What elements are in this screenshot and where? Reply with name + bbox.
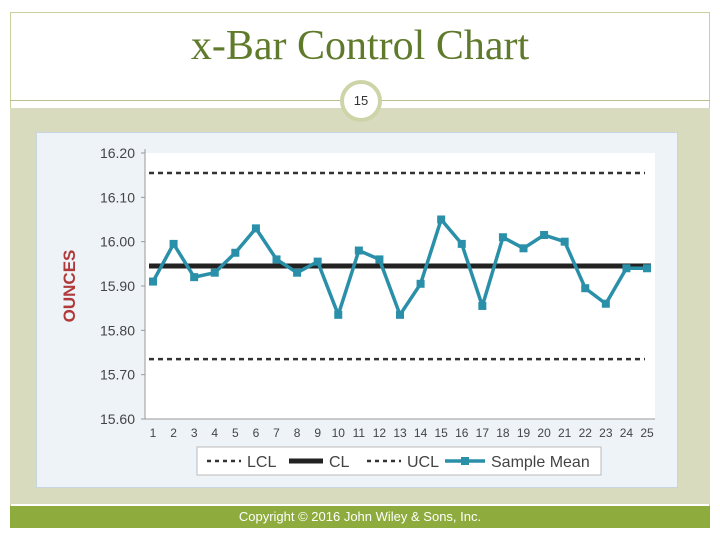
- sample-mean-point: [601, 299, 610, 308]
- legend-label: CL: [329, 454, 350, 471]
- sample-mean-point: [272, 255, 281, 264]
- page-number-badge: 15: [340, 80, 382, 122]
- sample-mean-point: [354, 246, 363, 255]
- y-tick-label: 15.60: [100, 411, 135, 427]
- x-tick-label: 16: [455, 426, 469, 440]
- x-tick-label: 12: [373, 426, 387, 440]
- plot-area: [145, 153, 655, 419]
- x-tick-label: 2: [170, 426, 177, 440]
- legend-item: LCL: [207, 454, 276, 471]
- sample-mean-point: [334, 310, 343, 319]
- x-tick-label: 6: [253, 426, 260, 440]
- x-tick-label: 23: [599, 426, 613, 440]
- x-tick-label: 22: [579, 426, 593, 440]
- control-chart: 16.20 16.10 16.00 15.90 15.80 15.70 15.60 OUNCE…: [60, 145, 655, 476]
- footer-copyright: Copyright © 2016 John Wiley & Sons, Inc.: [238, 509, 482, 524]
- x-tick-label: 10: [332, 426, 346, 440]
- y-tick-label: 16.10: [100, 189, 135, 205]
- sample-mean-point: [437, 215, 446, 224]
- x-tick-label: 3: [191, 426, 198, 440]
- y-tick-label: 16.20: [100, 145, 135, 161]
- x-tick-label: 14: [414, 426, 428, 440]
- x-tick-label: 4: [211, 426, 218, 440]
- sample-mean-point: [396, 310, 404, 319]
- legend-swatch-marker: [461, 457, 469, 465]
- x-tick-label: 24: [620, 426, 634, 440]
- sample-mean-point: [210, 268, 219, 277]
- x-tick-label: 13: [393, 426, 407, 440]
- x-tick-label: 15: [434, 426, 448, 440]
- y-tick-label: 15.70: [100, 367, 135, 383]
- legend: LCL CL UCL Sample Mean: [196, 446, 602, 476]
- x-tick-label: 9: [314, 426, 321, 440]
- sample-mean-point: [375, 255, 384, 264]
- sample-mean-point: [581, 284, 590, 293]
- x-tick-label: 21: [558, 426, 572, 440]
- legend-label: LCL: [247, 454, 276, 471]
- x-tick-label: 17: [476, 426, 490, 440]
- footer-bar: [10, 506, 710, 528]
- sample-mean-point: [457, 239, 466, 248]
- x-tick-label: 11: [353, 426, 366, 440]
- x-tick-label: 1: [150, 426, 157, 440]
- legend-label: Sample Mean: [491, 454, 590, 471]
- sample-mean-point: [231, 248, 240, 257]
- x-tick-label: 5: [232, 426, 239, 440]
- x-tick-label: 18: [496, 426, 510, 440]
- legend-label: UCL: [407, 454, 439, 471]
- x-tick-label: 7: [273, 426, 280, 440]
- x-tick-label: 25: [640, 426, 654, 440]
- sample-mean-point: [169, 239, 178, 248]
- y-axis-label: OUNCES: [60, 250, 79, 323]
- sample-mean-point: [251, 224, 260, 233]
- sample-mean-point: [519, 244, 528, 253]
- sample-mean-point: [540, 231, 549, 240]
- sample-mean-point: [622, 264, 631, 273]
- legend-item: CL: [289, 454, 350, 471]
- x-tick-label: 20: [537, 426, 551, 440]
- slide-title: x-Bar Control Chart: [190, 23, 530, 69]
- legend-item: UCL: [367, 454, 439, 471]
- sample-mean-point: [478, 301, 487, 310]
- sample-mean-point: [498, 233, 507, 242]
- sample-mean-point: [313, 257, 322, 266]
- sample-mean-point: [190, 273, 199, 282]
- x-tick-label: 19: [517, 426, 531, 440]
- sample-mean-point: [149, 277, 157, 286]
- y-tick-label: 15.80: [100, 322, 135, 338]
- x-tick-label: 8: [294, 426, 301, 440]
- sample-mean-point: [416, 279, 425, 288]
- legend-item: Sample Mean: [445, 454, 590, 471]
- y-tick-label: 15.90: [100, 278, 135, 294]
- sample-mean-point: [293, 268, 302, 277]
- sample-mean-point: [560, 237, 569, 246]
- y-tick-label: 16.00: [100, 234, 135, 250]
- sample-mean-point: [643, 264, 651, 273]
- chart-card: 16.20 16.10 16.00 15.90 15.80 15.70 15.60 OUNCE…: [36, 132, 678, 488]
